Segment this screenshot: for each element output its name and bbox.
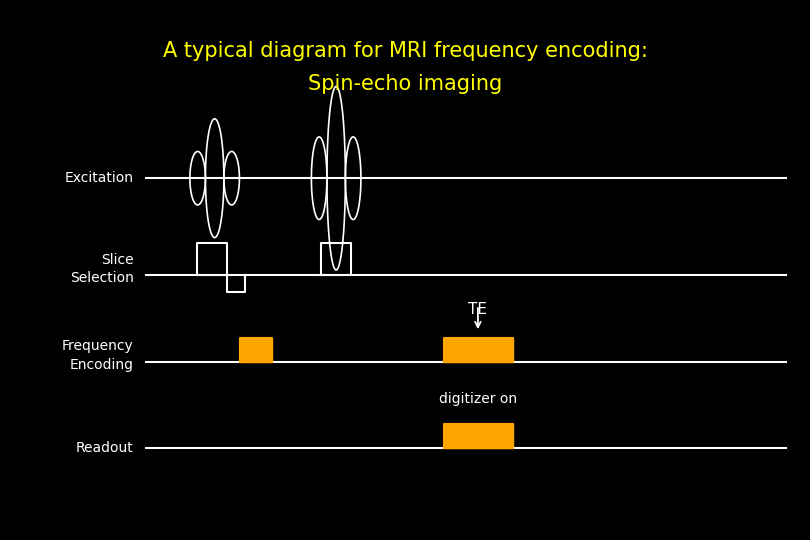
Text: digitizer on: digitizer on <box>439 392 517 406</box>
Text: Spin-echo imaging: Spin-echo imaging <box>308 73 502 94</box>
Polygon shape <box>444 338 513 362</box>
Text: Readout: Readout <box>76 441 134 455</box>
Text: TE: TE <box>468 302 488 318</box>
Polygon shape <box>444 424 513 448</box>
Polygon shape <box>240 338 272 362</box>
Text: Slice
Selection: Slice Selection <box>70 253 134 285</box>
Text: Frequency
Encoding: Frequency Encoding <box>62 339 134 372</box>
Text: A typical diagram for MRI frequency encoding:: A typical diagram for MRI frequency enco… <box>163 41 647 62</box>
Text: Excitation: Excitation <box>65 171 134 185</box>
